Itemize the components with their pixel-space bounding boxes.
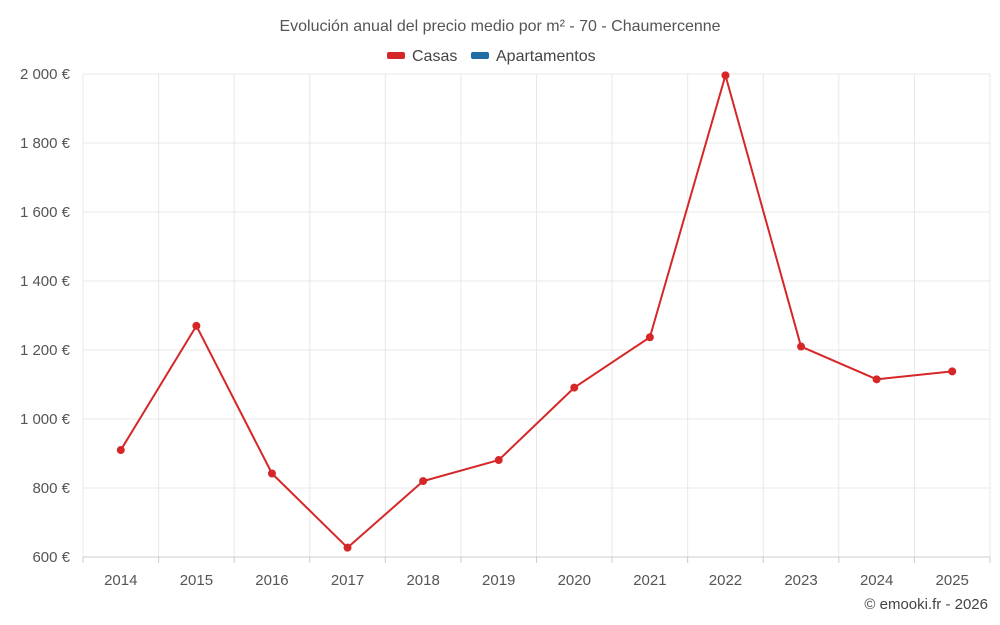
- x-tick-label: 2025: [936, 572, 969, 589]
- series-casas: [116, 71, 957, 552]
- legend-swatch-apartamentos: [471, 52, 489, 59]
- data-point-casas[interactable]: [570, 383, 579, 392]
- x-tick-label: 2024: [860, 572, 893, 589]
- data-point-casas[interactable]: [645, 333, 654, 342]
- x-tick-label: 2020: [558, 572, 591, 589]
- legend-item-casas[interactable]: Casas: [387, 48, 457, 65]
- y-tick-label: 600 €: [32, 549, 70, 566]
- y-tick-label: 2 000 €: [20, 66, 71, 83]
- data-point-casas[interactable]: [948, 367, 957, 376]
- data-point-casas[interactable]: [872, 375, 881, 384]
- y-tick-label: 1 600 €: [20, 204, 71, 221]
- legend-swatch-casas: [387, 52, 405, 59]
- y-tick-label: 800 €: [32, 480, 70, 497]
- credit-text[interactable]: © emooki.fr - 2026: [864, 596, 988, 613]
- series-line-casas: [119, 74, 953, 549]
- data-point-casas[interactable]: [116, 446, 125, 455]
- chart-title: Evolución anual del precio medio por m² …: [279, 18, 720, 35]
- data-point-casas[interactable]: [343, 543, 352, 552]
- x-tick-label: 2018: [406, 572, 439, 589]
- y-tick-label: 1 800 €: [20, 135, 71, 152]
- y-tick-label: 1 200 €: [20, 342, 71, 359]
- data-point-casas[interactable]: [494, 456, 503, 465]
- x-tick-label: 2014: [104, 572, 137, 589]
- data-point-casas[interactable]: [721, 71, 730, 80]
- data-point-casas[interactable]: [192, 321, 201, 330]
- x-tick-label: 2016: [255, 572, 288, 589]
- data-point-casas[interactable]: [797, 342, 806, 351]
- x-axis-labels: 2014 2015 2016 2017 2018 2019 2020 2021 2022 2023…: [104, 572, 969, 589]
- legend-label-casas: Casas: [412, 48, 457, 65]
- x-tick-label: 2021: [633, 572, 666, 589]
- grid: [82, 73, 991, 563]
- y-axis-labels: 600 € 800 € 1 000 € 1 200 € 1 400 € 1 600 € 1 …: [20, 66, 71, 566]
- x-tick-label: 2015: [180, 572, 213, 589]
- legend-label-apartamentos: Apartamentos: [496, 48, 596, 65]
- x-tick-label: 2022: [709, 572, 742, 589]
- x-tick-label: 2019: [482, 572, 515, 589]
- data-point-casas[interactable]: [267, 469, 276, 478]
- y-tick-label: 1 400 €: [20, 273, 71, 290]
- x-tick-label: 2023: [784, 572, 817, 589]
- legend-item-apartamentos[interactable]: Apartamentos: [471, 48, 596, 65]
- y-tick-label: 1 000 €: [20, 411, 71, 428]
- data-point-casas[interactable]: [419, 477, 428, 486]
- legend: Casas Apartamentos: [387, 48, 596, 65]
- x-tick-label: 2017: [331, 572, 364, 589]
